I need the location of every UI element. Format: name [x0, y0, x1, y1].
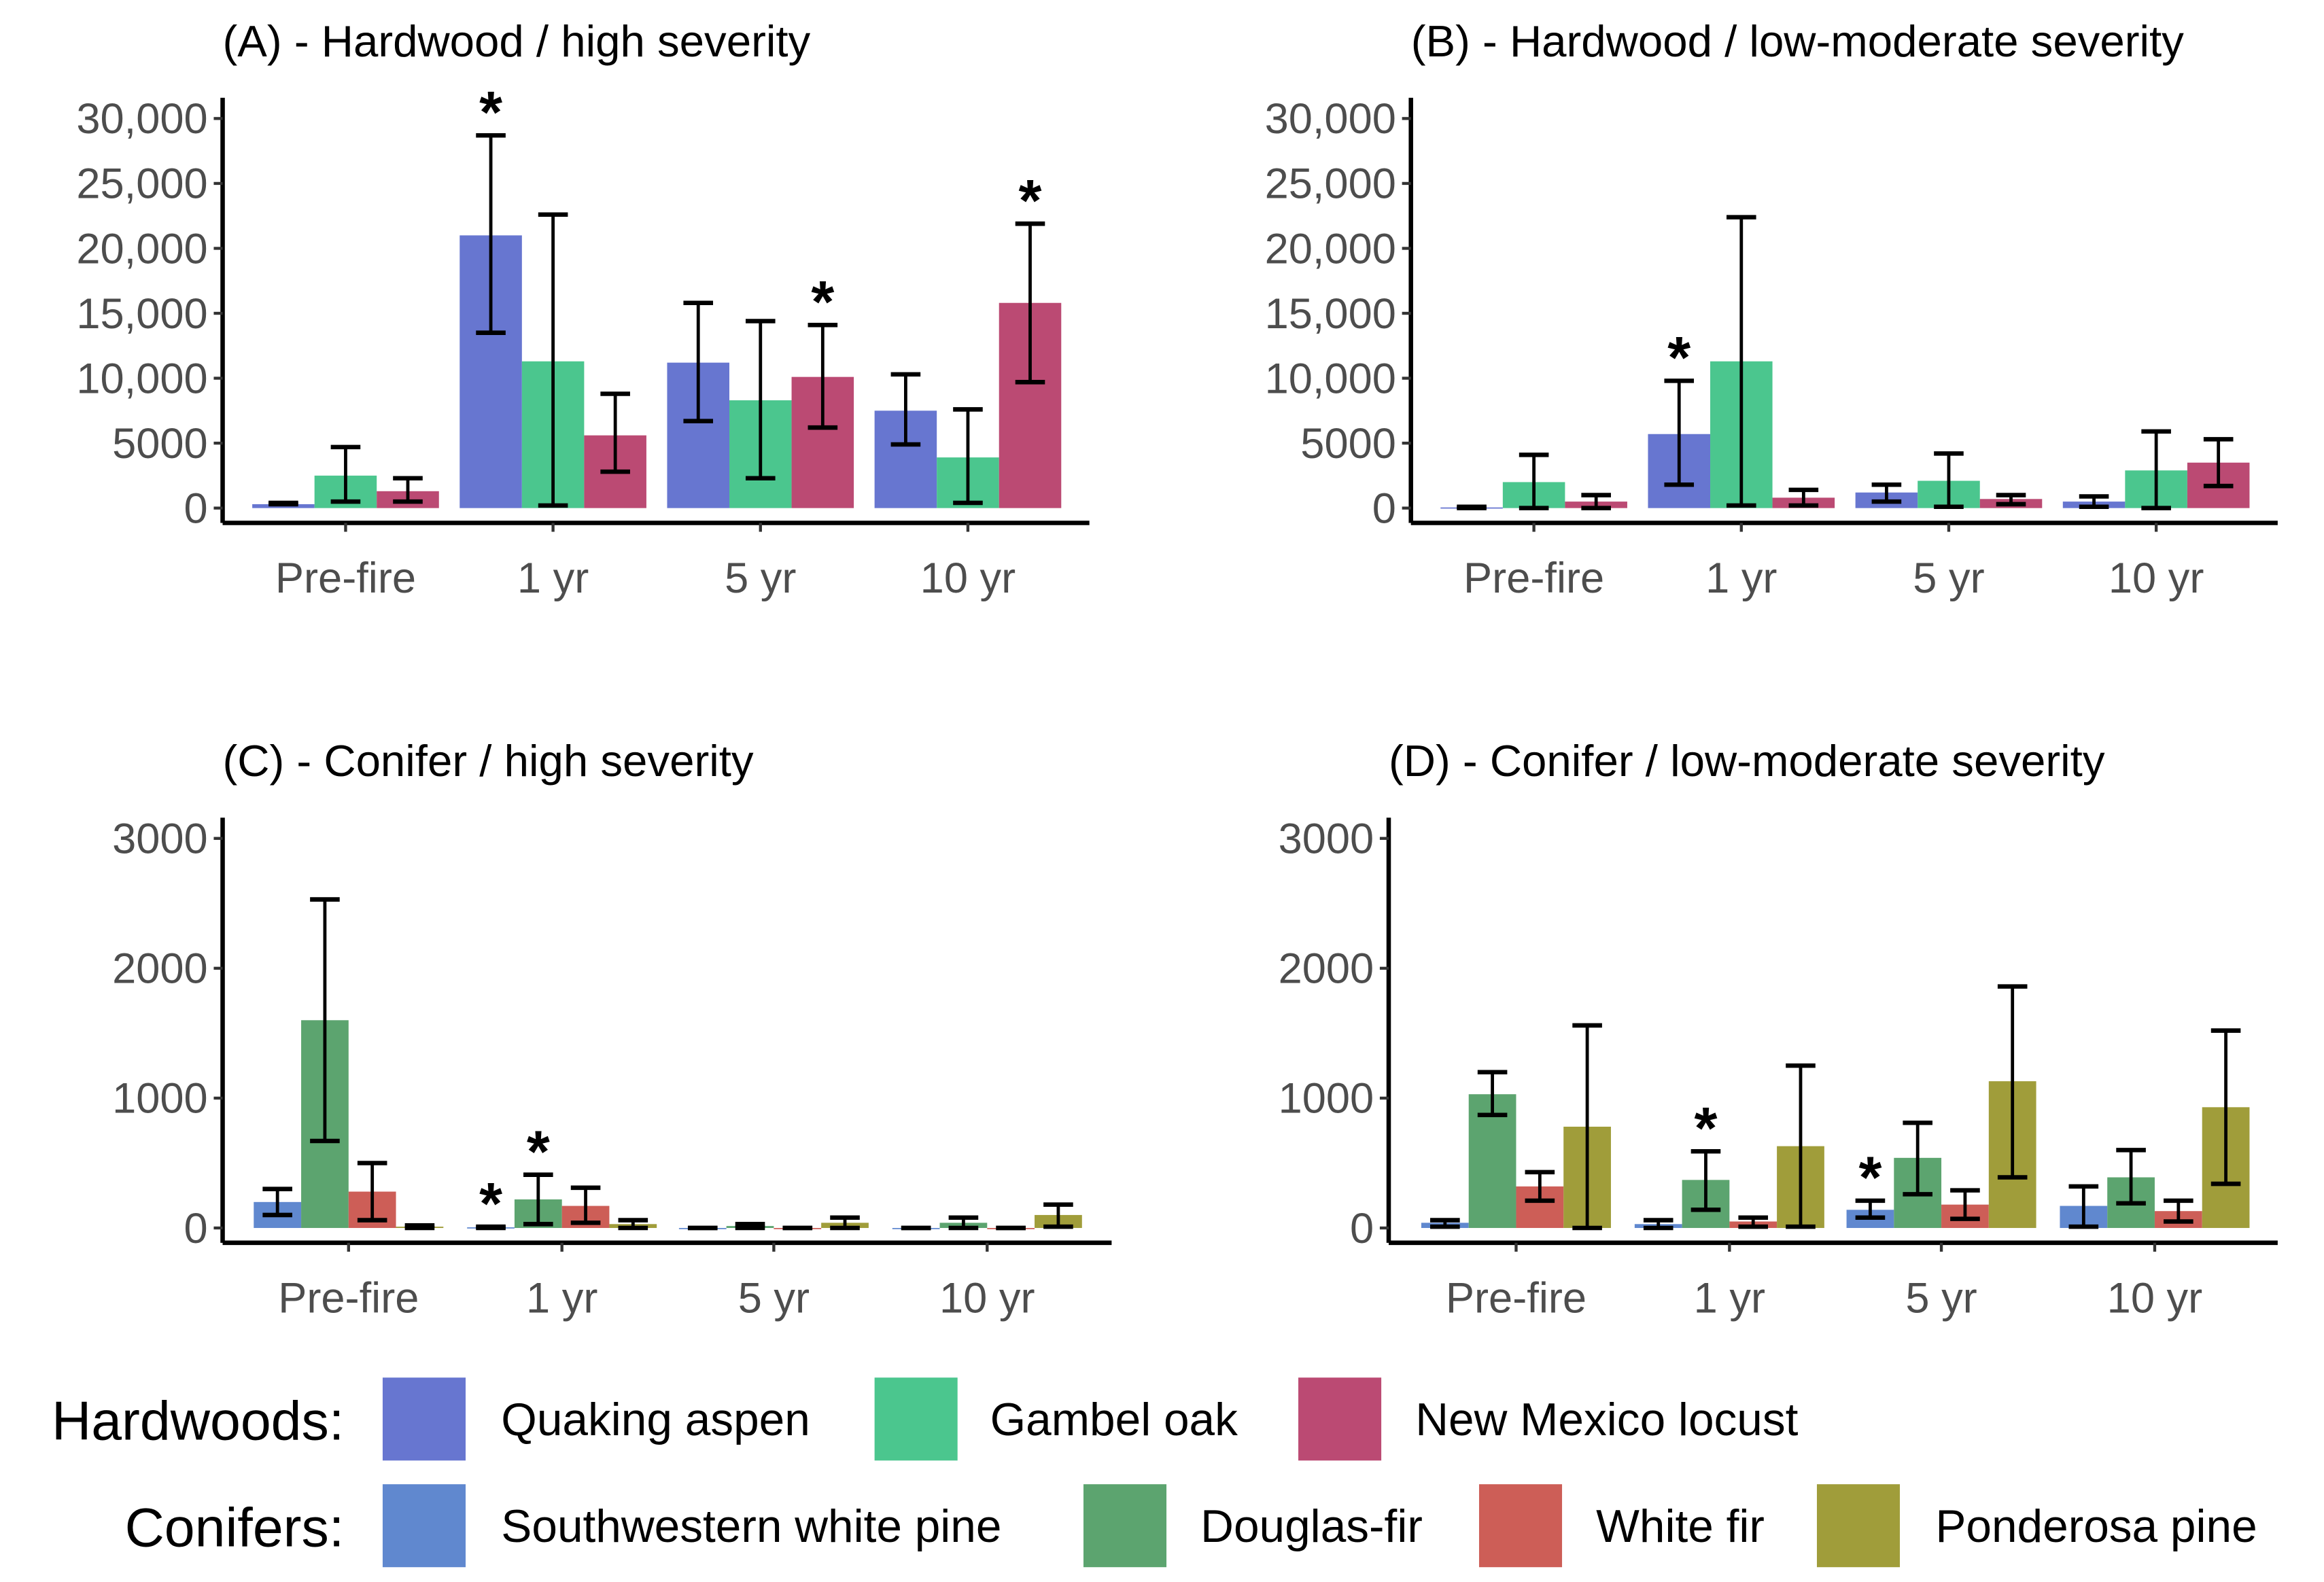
panel-b: (B) - Hardwood / low-moderate severity 0 5…: [1265, 16, 2278, 602]
y-tick-label: 3000: [112, 815, 208, 863]
x-tick-label: Pre-fire: [1463, 555, 1604, 602]
y-tick-label: 15,000: [1265, 290, 1396, 338]
x-tick-label: 10 yr: [2107, 1274, 2203, 1322]
x-tick-label: Pre-fire: [278, 1274, 419, 1322]
x-tick-label: 1 yr: [517, 555, 589, 602]
legend: Hardwoods: Conifers: Quaking aspen Gambel…: [52, 1377, 2257, 1568]
significance-marker: *: [1858, 1145, 1881, 1211]
legend-swatch: [1298, 1377, 1382, 1461]
panel-title: (D) - Conifer / low-moderate severity: [1389, 736, 2105, 786]
legend-label: New Mexico locust: [1415, 1394, 1798, 1445]
y-tick-label: 20,000: [76, 225, 207, 273]
legend-swatch: [1083, 1484, 1167, 1568]
panel-d: (D) - Conifer / low-moderate severity 0 10…: [1279, 736, 2278, 1322]
legend-label: Gambel oak: [990, 1394, 1238, 1445]
y-tick-label: 5000: [112, 420, 208, 468]
panel-c: (C) - Conifer / high severity 0 1000 2000 30…: [112, 736, 1112, 1322]
panel-title: (B) - Hardwood / low-moderate severity: [1411, 16, 2184, 66]
legend-swatch: [1816, 1484, 1901, 1568]
legend-swatch: [874, 1377, 958, 1461]
x-tick-label: 10 yr: [2109, 555, 2204, 602]
x-tick-label: 5 yr: [1913, 555, 1984, 602]
legend-label: Quaking aspen: [501, 1394, 810, 1445]
y-tick-label: 10,000: [1265, 355, 1396, 402]
y-tick-label: 20,000: [1265, 225, 1396, 273]
significance-marker: *: [811, 269, 834, 335]
significance-marker: *: [479, 80, 502, 145]
y-tick-label: 25,000: [1265, 160, 1396, 208]
y-tick-label: 1000: [112, 1075, 208, 1123]
y-tick-label: 0: [1372, 485, 1396, 532]
x-tick-label: 5 yr: [738, 1274, 810, 1322]
panel-title: (A) - Hardwood / high severity: [223, 16, 811, 66]
y-tick-label: 0: [184, 485, 208, 532]
legend-hardwoods-label: Hardwoods:: [52, 1391, 344, 1452]
panel-title: (C) - Conifer / high severity: [223, 736, 754, 786]
y-tick-label: 30,000: [1265, 95, 1396, 143]
y-tick-label: 2000: [112, 945, 208, 993]
x-tick-label: 10 yr: [939, 1274, 1035, 1322]
significance-marker: *: [1019, 168, 1042, 234]
y-tick-label: 15,000: [76, 290, 207, 338]
x-tick-label: 5 yr: [1905, 1274, 1977, 1322]
legend-label: Southwestern white pine: [501, 1501, 1001, 1552]
significance-marker: *: [527, 1119, 550, 1184]
panel-a: (A) - Hardwood / high severity 0 5000 10,00…: [76, 16, 1090, 602]
significance-marker: *: [479, 1171, 502, 1237]
legend-label: White fir: [1596, 1501, 1765, 1552]
y-tick-label: 2000: [1279, 945, 1374, 993]
legend-label: Ponderosa pine: [1935, 1501, 2257, 1552]
x-tick-label: 1 yr: [1705, 555, 1777, 602]
legend-conifers-label: Conifers:: [125, 1498, 345, 1559]
y-tick-label: 5000: [1300, 420, 1396, 468]
legend-label: Douglas-fir: [1200, 1501, 1423, 1552]
y-tick-label: 3000: [1279, 815, 1374, 863]
significance-marker: *: [1667, 325, 1690, 391]
x-tick-label: 5 yr: [725, 555, 796, 602]
y-tick-label: 10,000: [76, 355, 207, 402]
x-tick-label: Pre-fire: [1446, 1274, 1586, 1322]
x-tick-label: Pre-fire: [275, 555, 416, 602]
significance-marker: *: [1695, 1095, 1718, 1161]
legend-swatch: [382, 1484, 466, 1568]
legend-swatch: [1478, 1484, 1563, 1568]
y-tick-label: 1000: [1279, 1075, 1374, 1123]
y-tick-label: 0: [184, 1205, 208, 1252]
x-tick-label: 1 yr: [526, 1274, 597, 1322]
x-tick-label: 10 yr: [920, 555, 1016, 602]
y-tick-label: 25,000: [76, 160, 207, 208]
x-tick-label: 1 yr: [1694, 1274, 1765, 1322]
y-tick-label: 0: [1350, 1205, 1374, 1252]
y-tick-label: 30,000: [76, 95, 207, 143]
legend-swatch: [382, 1377, 466, 1461]
